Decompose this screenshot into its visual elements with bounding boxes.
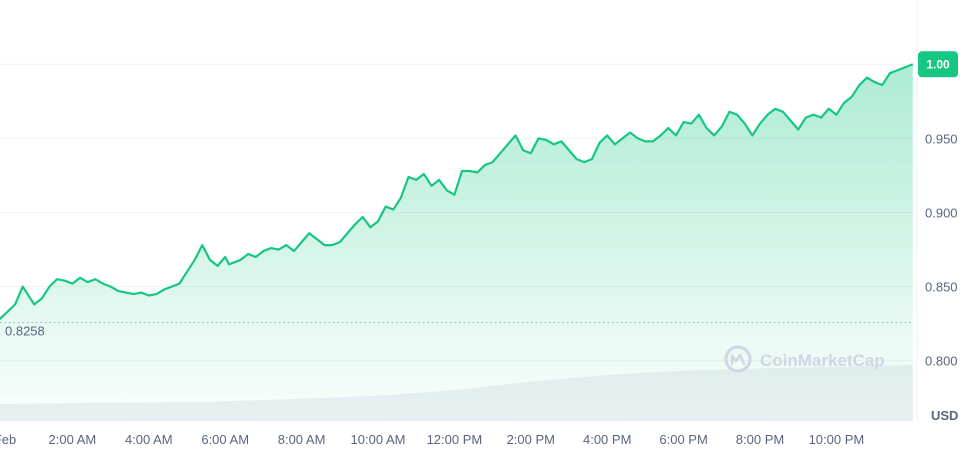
y-tick-label: 0.950 [925, 131, 958, 146]
x-tick-label: 4:00 AM [125, 432, 173, 447]
x-tick-label: 14 Feb [0, 432, 16, 447]
current-price-badge: 1.00 [918, 51, 958, 78]
current-price-badge-bg [918, 51, 958, 78]
reference-label: 0.8258 [5, 323, 45, 338]
watermark-text: CoinMarketCap [760, 351, 885, 370]
y-tick-label: 0.900 [925, 206, 958, 221]
price-line [0, 63, 914, 321]
x-tick-label: 8:00 AM [278, 432, 326, 447]
current-price-label: 1.00 [926, 57, 950, 71]
logo-ring [724, 345, 752, 373]
y-tick-label: 0.800 [925, 354, 958, 369]
x-tick-label: 8:00 PM [736, 432, 784, 447]
price-area-fill [0, 64, 913, 421]
reference-line: 0.8258 [0, 321, 913, 338]
x-axis: 14 Feb 2:00 AM 4:00 AM 6:00 AM 8:00 AM 10:00 … [0, 432, 864, 447]
y-tick-label: 0.850 [925, 280, 958, 295]
x-tick-label: 10:00 PM [809, 432, 865, 447]
x-tick-label: 2:00 AM [49, 432, 97, 447]
x-tick-label: 2:00 PM [507, 432, 555, 447]
x-tick-label: 10:00 AM [351, 432, 406, 447]
y-axis: 0.800 0.850 0.900 0.950 USD [925, 131, 958, 423]
logo-mark [730, 353, 746, 366]
y-axis-unit: USD [931, 408, 958, 423]
watermark: CoinMarketCap [724, 345, 885, 373]
x-tick-label: 6:00 AM [201, 432, 249, 447]
x-tick-label: 6:00 PM [659, 432, 707, 447]
price-area [0, 63, 914, 421]
x-tick-label: 12:00 PM [427, 432, 483, 447]
x-tick-label: 4:00 PM [583, 432, 631, 447]
coinmarketcap-logo-icon [724, 345, 752, 373]
